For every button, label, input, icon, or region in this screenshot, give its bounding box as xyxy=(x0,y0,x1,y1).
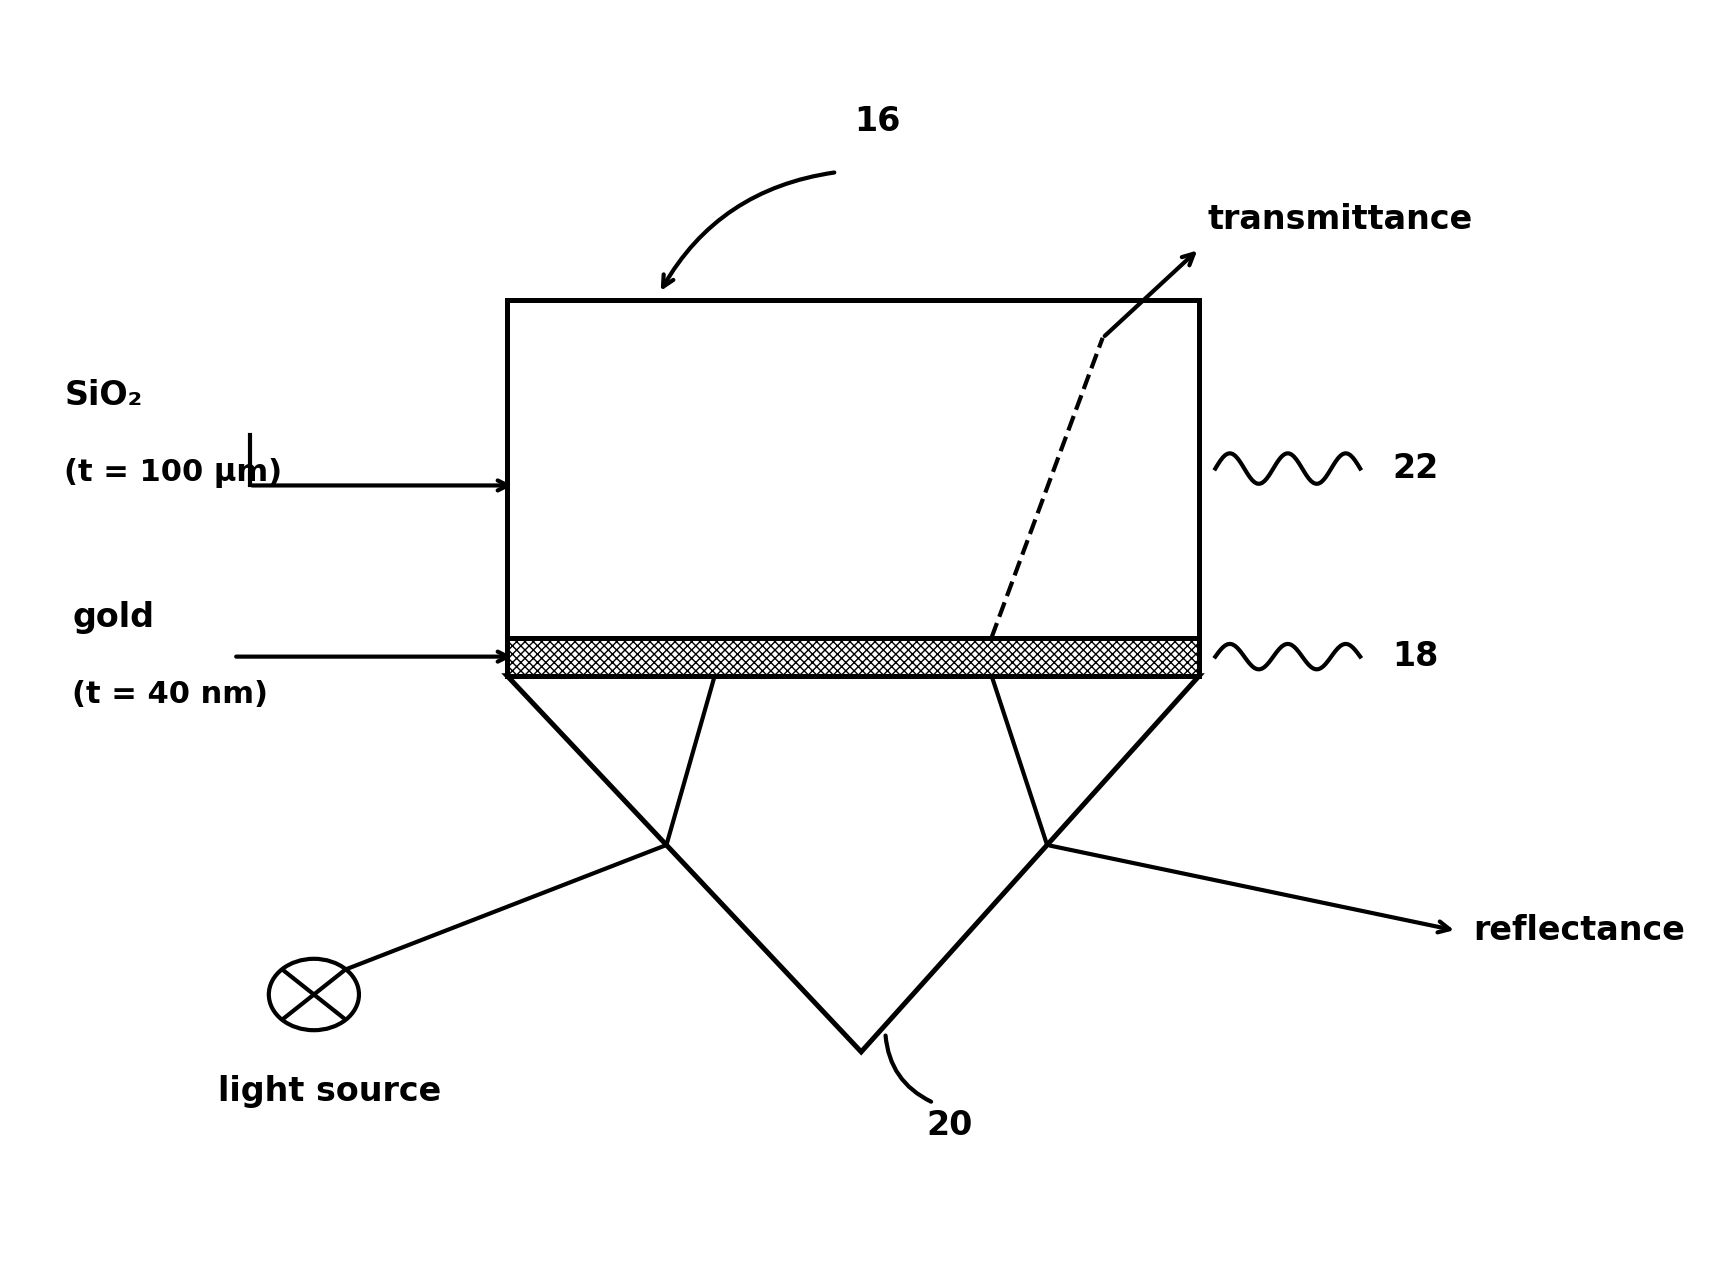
Text: SiO₂: SiO₂ xyxy=(65,379,142,412)
Text: transmittance: transmittance xyxy=(1207,203,1473,236)
Text: light source: light source xyxy=(219,1075,441,1108)
Polygon shape xyxy=(508,676,1200,1052)
Text: (t = 100 μm): (t = 100 μm) xyxy=(65,458,282,488)
Text: reflectance: reflectance xyxy=(1473,914,1685,947)
Text: (t = 40 nm): (t = 40 nm) xyxy=(72,680,268,709)
Text: 18: 18 xyxy=(1393,640,1439,673)
Text: 16: 16 xyxy=(854,105,901,138)
Text: 20: 20 xyxy=(926,1109,972,1142)
Text: gold: gold xyxy=(72,601,154,634)
Circle shape xyxy=(268,959,359,1030)
Bar xyxy=(508,300,1200,638)
Bar xyxy=(508,638,1200,676)
Text: 22: 22 xyxy=(1393,453,1439,484)
